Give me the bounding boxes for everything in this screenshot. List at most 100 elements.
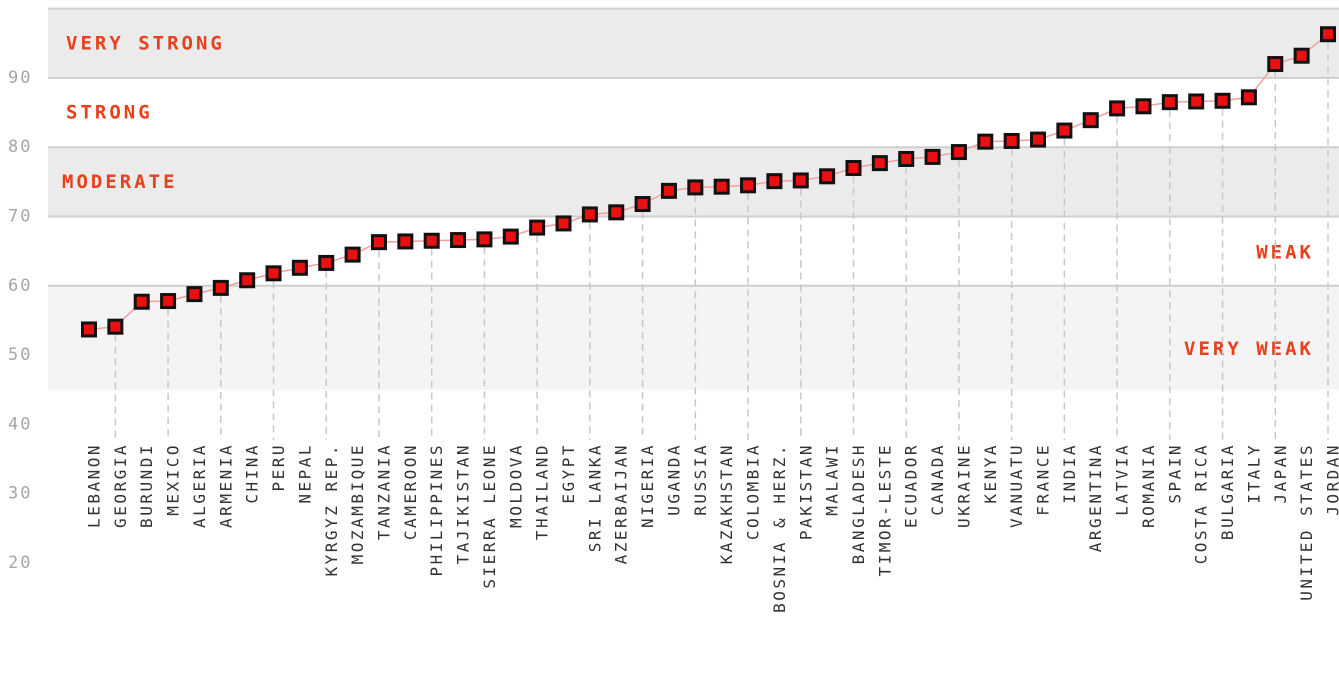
x-tick-label: MOLDOVA [506,443,525,528]
band-0 [48,8,1339,78]
data-point [423,232,440,249]
data-point [1030,131,1047,148]
band-label-2: MODERATE [62,171,178,193]
x-tick-label: KAZAKHSTAN [717,443,736,564]
data-point [186,286,203,303]
data-point [81,321,97,338]
x-tick-label: LEBANON [85,443,104,528]
gridlines [48,7,1339,287]
x-tick-label: TAJIKISTAN [454,443,473,564]
y-tick-label: 70 [8,207,32,227]
data-point [450,232,467,249]
x-tick-label: CAMEROON [401,443,420,540]
data-point [924,148,941,165]
data-point [660,182,677,199]
x-tick-label: MOZAMBIQUE [348,443,367,564]
data-points [81,26,1336,338]
band-3 [48,216,1339,286]
x-tick-label: TIMOR-LESTE [875,443,894,576]
x-tick-label: KENYA [981,443,1000,504]
x-tick-label: MALAWI [823,443,842,516]
data-point [1135,98,1152,115]
x-tick-label: BURUNDI [137,443,156,528]
x-tick-label: MEXICO [164,443,183,516]
band-label-1: STRONG [66,102,153,124]
data-point [845,159,862,176]
x-tick-label: UKRAINE [954,443,973,528]
y-axis: 20 30 40 50 60 70 80 90 [8,68,32,573]
data-point [740,177,757,194]
x-tick-label: PAKISTAN [796,443,815,540]
data-point [713,178,730,195]
x-tick-label: BOSNIA & HERZ. [770,443,789,613]
x-tick-label: THAILAND [533,443,552,540]
data-point [1082,112,1099,129]
data-point [529,219,546,236]
x-tick-label: COLOMBIA [744,443,763,540]
x-tick-label: BANGLADESH [849,443,868,564]
data-point [1161,94,1178,111]
x-tick-label: ALGERIA [190,443,209,528]
data-point [871,155,888,172]
band-label-0: VERY STRONG [66,32,225,54]
x-tick-label: EGYPT [559,443,578,504]
data-point [397,233,414,250]
data-point [1240,89,1257,106]
band-4 [48,285,1339,390]
data-point [291,259,308,276]
data-point [634,196,651,213]
data-point [318,254,335,271]
data-point [212,279,229,296]
x-tick-label: INDIA [1060,443,1079,504]
x-tick-label: ROMANIA [1139,443,1158,528]
band-label-4: VERY WEAK [1184,338,1314,360]
data-point [1003,132,1020,149]
x-tick-label: SPAIN [1165,443,1184,504]
data-point [819,168,836,185]
x-tick-label: COSTA RICA [1192,443,1211,564]
background-bands [48,8,1339,390]
data-point [1267,56,1284,73]
x-tick-label: ARGENTINA [1086,443,1105,552]
y-tick-label: 50 [8,345,32,365]
x-tick-label: VANUATU [1007,443,1026,528]
data-point [950,144,967,161]
y-tick-label: 90 [8,68,32,88]
data-point [687,179,704,196]
data-point [370,234,387,251]
x-tick-label: CHINA [243,443,262,504]
data-point [344,246,361,263]
x-tick-label: LATVIA [1113,443,1132,516]
data-point [133,293,150,310]
x-tick-label: KYRGYZ REP. [322,443,341,576]
y-tick-label: 20 [8,553,32,573]
data-point [502,228,519,245]
data-point [792,172,809,189]
y-tick-label: 40 [8,414,32,434]
x-tick-label: ARMENIA [216,443,235,528]
data-point [766,173,783,190]
data-point [476,231,493,248]
data-point [1056,122,1073,139]
x-tick-label: SRI LANKA [585,443,604,552]
band-label-3: WEAK [1256,242,1314,264]
x-tick-label: TANZANIA [374,443,393,540]
x-tick-label: BULGARIA [1218,443,1237,540]
data-point [1320,26,1336,43]
data-point [160,293,177,310]
y-tick-label: 30 [8,484,32,504]
x-tick-label: UGANDA [664,443,683,516]
data-point [1214,92,1231,109]
x-tick-label: SIERRA LEONE [480,443,499,589]
data-point [581,206,598,223]
x-tick-label: ITALY [1244,443,1263,504]
data-point [107,318,124,335]
data-point [608,204,625,221]
data-point [555,215,572,232]
data-point [265,265,282,282]
x-tick-label: ECUADOR [902,443,921,528]
x-tick-label: FRANCE [1034,443,1053,516]
data-point [977,133,994,150]
y-tick-label: 60 [8,276,32,296]
